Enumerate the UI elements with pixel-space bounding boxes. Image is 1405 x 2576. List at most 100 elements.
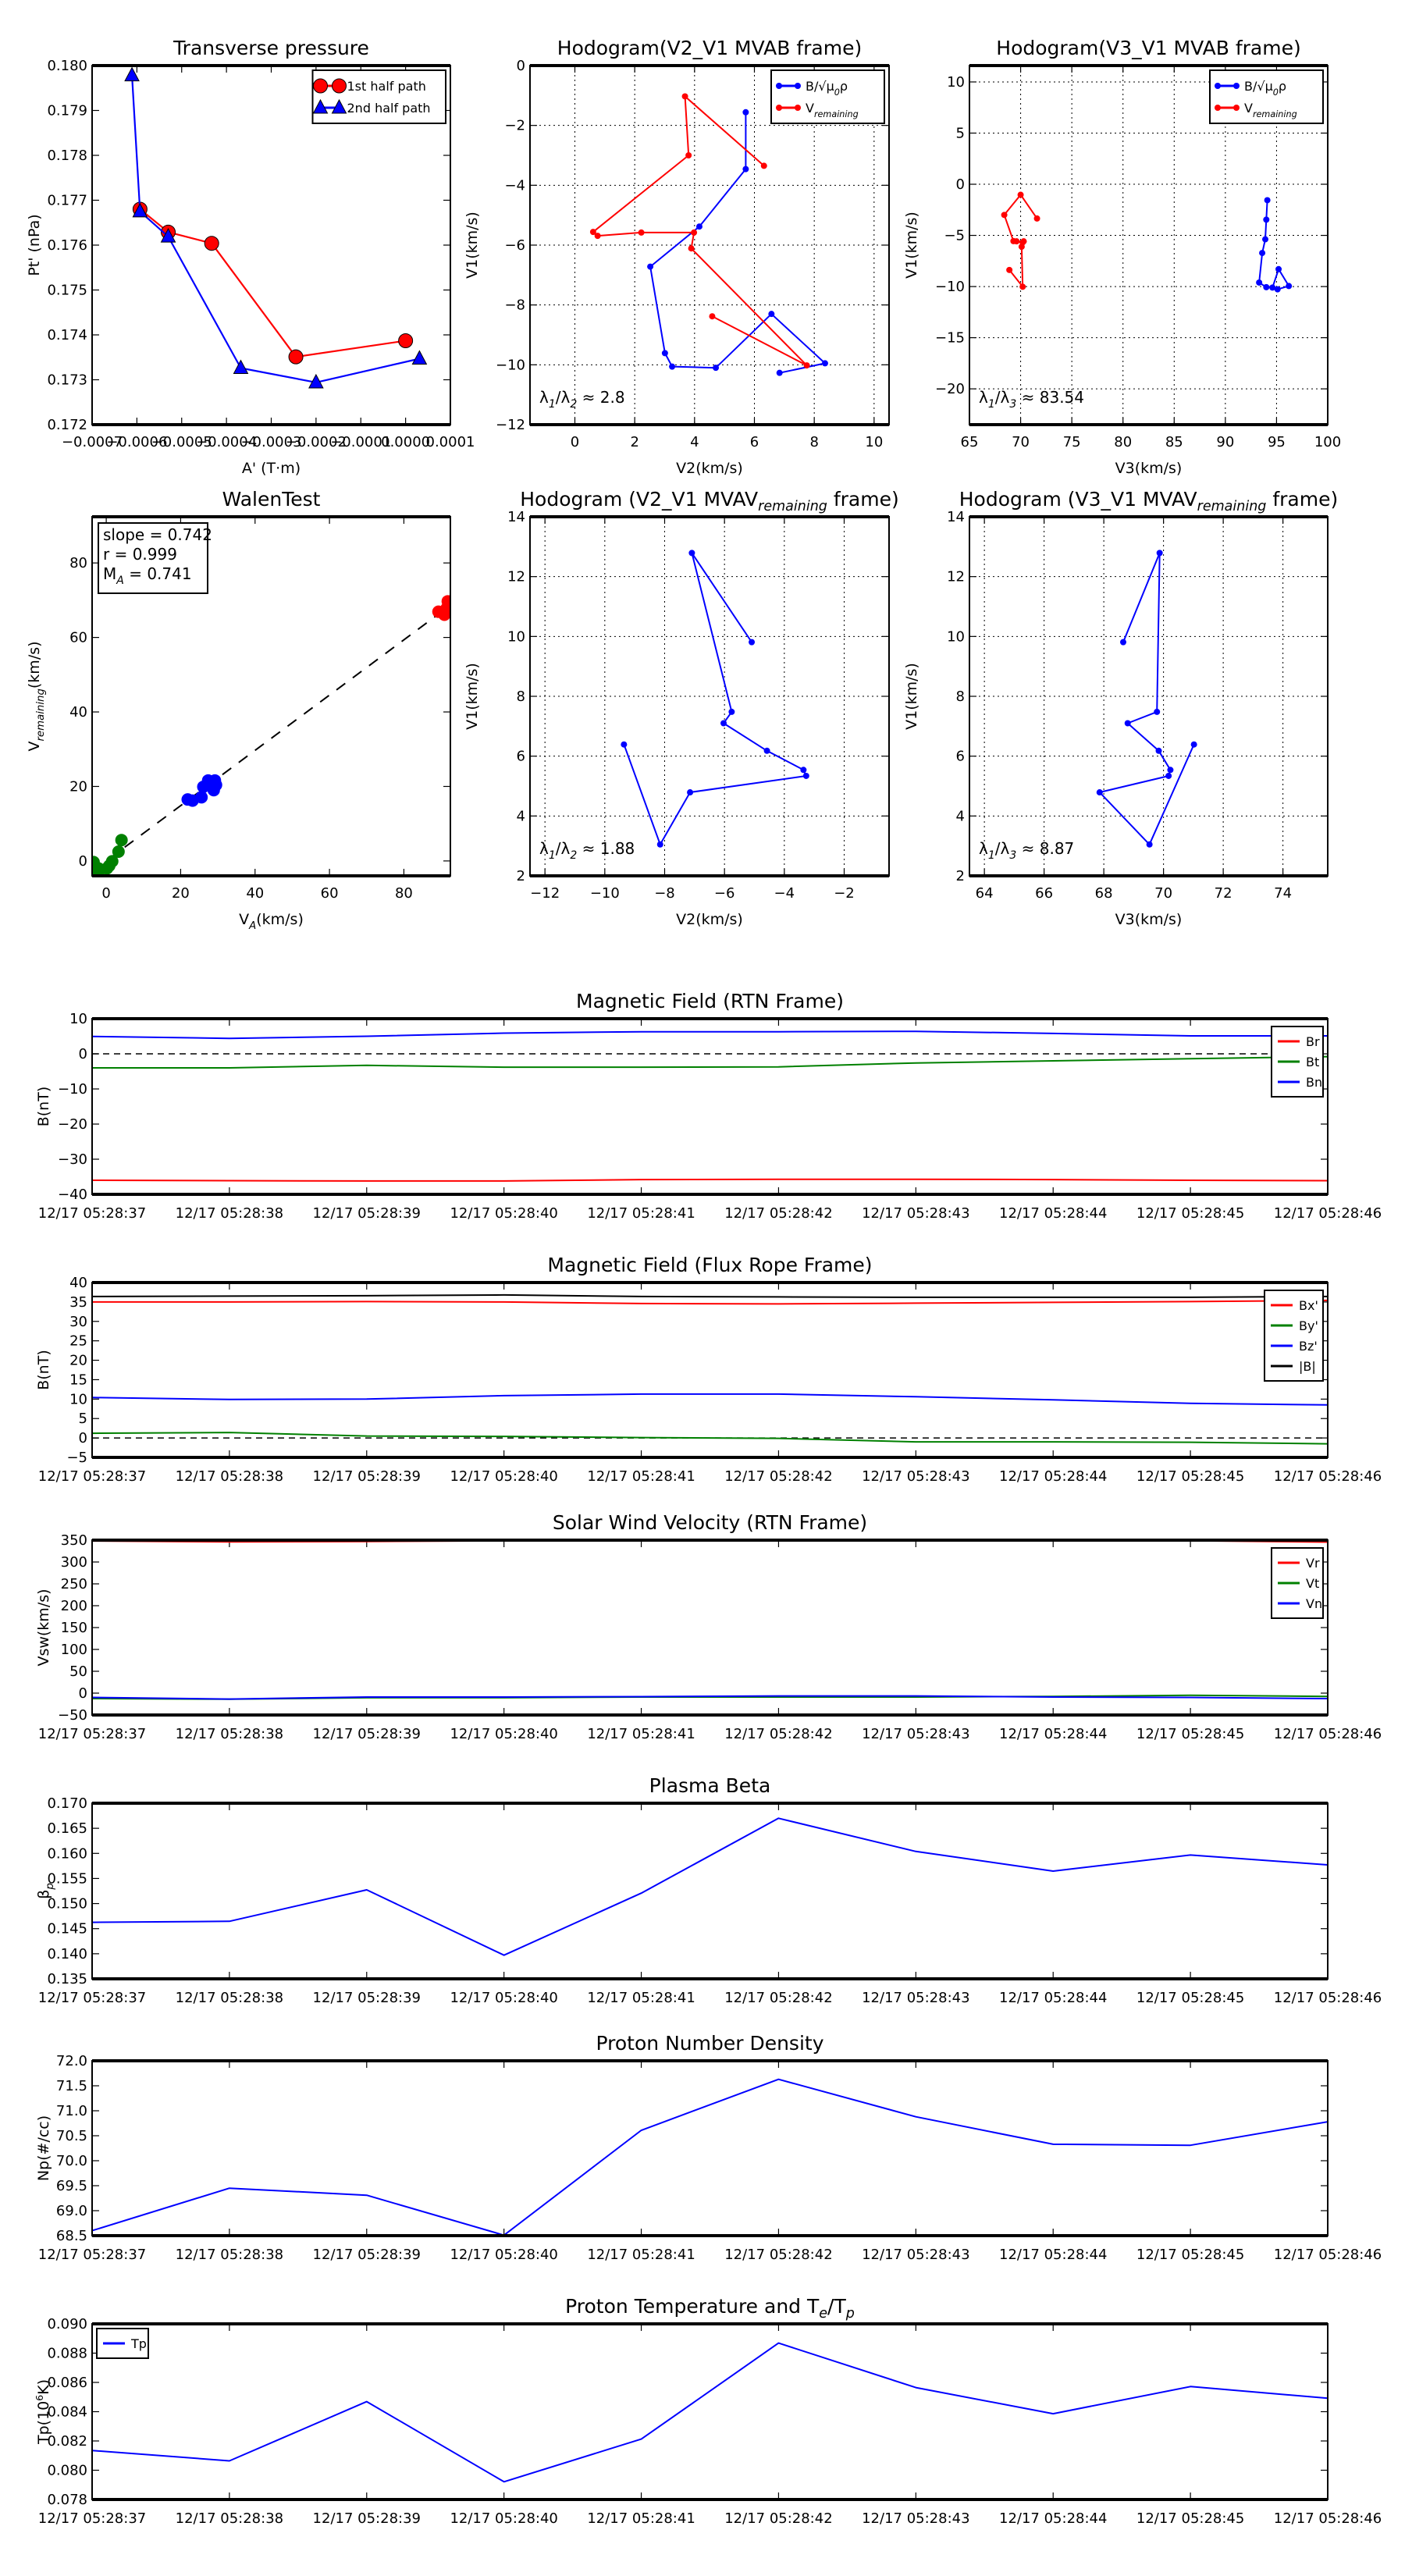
y-tick-label: 69.5 (56, 2178, 87, 2194)
chart-title: Solar Wind Velocity (RTN Frame) (553, 1511, 867, 1534)
series-bn (92, 1030, 1328, 1040)
x-tick-label: 12/17 05:28:40 (450, 1205, 557, 1222)
chart-magnetic-field-rtn: Magnetic Field (RTN Frame) 12/17 05:28:37… (35, 990, 1382, 1222)
y-tick-label: 0.084 (47, 2404, 87, 2421)
series-line (92, 1695, 1328, 1700)
series-line (92, 1393, 1328, 1406)
x-tick-label: 12/17 05:28:42 (724, 2510, 832, 2527)
data-point (1020, 238, 1027, 245)
y-tick-label: 5 (956, 125, 965, 141)
y-tick-label: 0.145 (47, 1921, 87, 1937)
data-point (398, 333, 414, 348)
data-point (440, 602, 450, 615)
x-tick-label: 8 (809, 434, 818, 450)
x-tick-label: 6 (750, 434, 759, 450)
y-tick-label: 250 (61, 1576, 87, 1592)
x-tick-label: 74 (1274, 885, 1292, 902)
legend-label: Bx' (1299, 1298, 1318, 1313)
y-tick-label: 40 (69, 1275, 87, 1291)
x-tick-label: 75 (1063, 434, 1081, 450)
x-tick-label: 12/17 05:28:38 (176, 1726, 283, 1742)
y-tick-label: −30 (58, 1151, 87, 1168)
data-point (233, 359, 249, 375)
y-tick-label: 12 (507, 569, 525, 585)
series-line (92, 1178, 1328, 1182)
y-tick-label: 0 (79, 853, 87, 870)
y-axis-label: Pt' (nPa) (26, 214, 43, 276)
x-tick-label: 12/17 05:28:41 (587, 2510, 695, 2527)
x-tick-label: 12/17 05:28:40 (450, 1726, 557, 1742)
chart-hodogram-v2-v1-mvav: Hodogram (V2_V1 MVAVremaining frame) −12 −… (464, 488, 899, 928)
chart-plasma-beta: Plasma Beta 12/17 05:28:37 12/17 05:28:38 1… (35, 1774, 1382, 2006)
series-line (92, 1817, 1328, 1956)
x-tick-label: 20 (172, 885, 190, 902)
x-axis-label: VA(km/s) (239, 911, 304, 932)
y-tick-label: 8 (517, 688, 525, 705)
series-line (92, 1293, 1328, 1298)
x-tick-label: 12/17 05:28:39 (313, 2247, 421, 2263)
x-tick-label: 12/17 05:28:40 (450, 1468, 557, 1485)
y-axis-label: Np(#/cc) (35, 2115, 52, 2181)
y-tick-label: −10 (935, 279, 965, 295)
legend-item: Vn (1278, 1596, 1322, 1611)
x-tick-label: 12/17 05:28:40 (450, 2247, 557, 2263)
y-tick-label: 0.086 (47, 2375, 87, 2391)
x-tick-label: 12/17 05:28:38 (176, 1205, 283, 1222)
x-tick-label: 40 (246, 885, 264, 902)
legend-label: 2nd half path (347, 101, 431, 116)
plot-area (92, 1030, 1328, 1182)
x-tick-label: 12/17 05:28:46 (1274, 2247, 1382, 2263)
data-point (411, 350, 428, 365)
data-point (800, 767, 807, 774)
x-tick-label: −12 (530, 885, 560, 902)
data-point (681, 93, 688, 100)
x-tick-label: 12/17 05:28:45 (1136, 1468, 1244, 1485)
chart-title: Hodogram (V2_V1 MVAVremaining frame) (520, 488, 899, 514)
legend-marker (313, 78, 328, 94)
legend-item: Br (1278, 1034, 1320, 1049)
y-tick-label: 0.140 (47, 1946, 87, 1962)
plot-area (124, 66, 428, 389)
x-tick-label: 12/17 05:28:46 (1274, 2510, 1382, 2527)
x-tick-label: 12/17 05:28:44 (999, 1205, 1107, 1222)
legend-marker (312, 98, 329, 114)
y-tick-label: 300 (61, 1554, 87, 1571)
x-tick-label: 0 (101, 885, 110, 902)
y-tick-label: 0.160 (47, 1845, 87, 1862)
y-tick-label: 0.078 (47, 2492, 87, 2508)
data-point (742, 165, 749, 173)
data-point (1263, 216, 1270, 223)
series-br (92, 1178, 1328, 1182)
y-tick-label: 30 (69, 1314, 87, 1330)
data-point (749, 639, 756, 646)
x-tick-label: 2 (630, 434, 638, 450)
legend-label: Tp (130, 2336, 147, 2351)
data-point (1275, 265, 1282, 272)
x-tick-label: −8 (654, 885, 675, 902)
legend-marker (1215, 83, 1221, 89)
x-tick-label: 12/17 05:28:42 (724, 1726, 832, 1742)
y-tick-label: 20 (69, 778, 87, 795)
legend-marker (776, 83, 782, 89)
y-tick-label: 0.178 (47, 148, 87, 164)
x-tick-label: 12/17 05:28:45 (1136, 2510, 1244, 2527)
plot-area (92, 1293, 1328, 1445)
y-tick-label: 5 (79, 1411, 87, 1427)
x-tick-label: −0.0002 (286, 434, 347, 450)
x-tick-label: −0.0006 (106, 434, 167, 450)
eigenvalue-ratio-annotation: λ1/λ2 ≈ 2.8 (539, 388, 625, 411)
y-tick-label: 10 (947, 628, 965, 645)
x-tick-label: 64 (976, 885, 994, 902)
y-tick-label: −2 (504, 118, 525, 134)
x-tick-label: 72 (1215, 885, 1232, 902)
data-point (621, 741, 628, 748)
textbox-frame (98, 522, 208, 594)
y-tick-label: 71.5 (56, 2078, 87, 2094)
y-tick-label: −20 (935, 381, 965, 397)
x-tick-label: 12/17 05:28:39 (313, 1205, 421, 1222)
data-point (1263, 283, 1270, 290)
y-tick-label: 35 (69, 1294, 87, 1311)
legend-frame (311, 69, 446, 124)
